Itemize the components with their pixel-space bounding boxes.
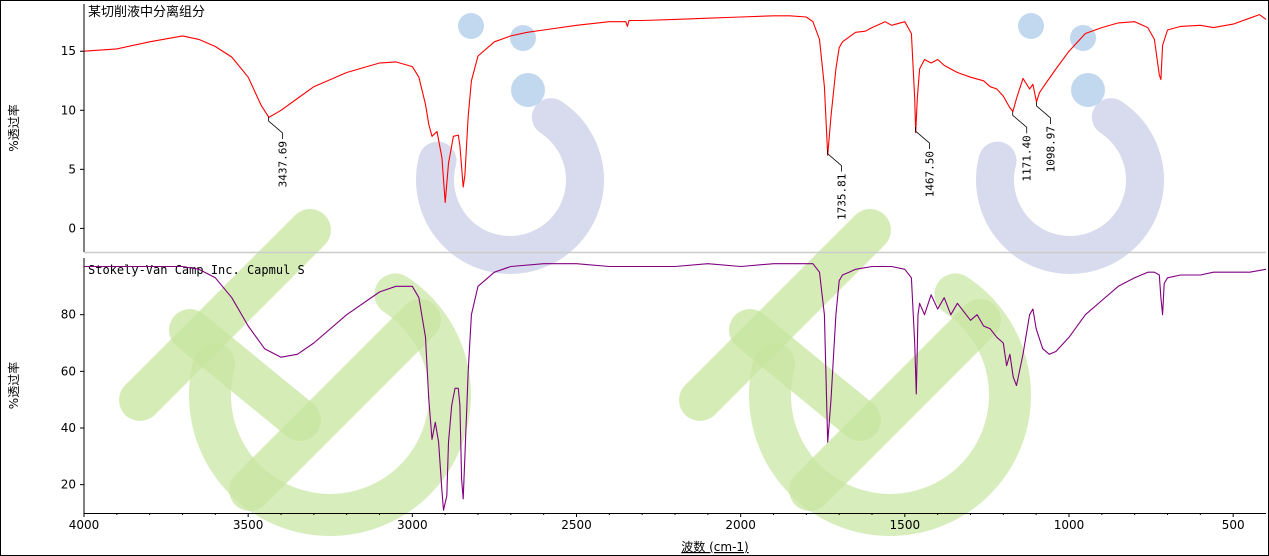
h-stroke-right bbox=[229, 299, 441, 511]
y-axis-label: %透过率 bbox=[6, 104, 21, 151]
watermark-dot-2 bbox=[511, 73, 545, 107]
watermark-dot-4 bbox=[1070, 25, 1096, 51]
x-tick-label: 500 bbox=[1222, 518, 1245, 532]
x-tick-label: 3500 bbox=[233, 518, 264, 532]
x-tick-label: 2500 bbox=[561, 518, 592, 532]
watermark-dot-0 bbox=[458, 13, 484, 39]
y-tick-label: 60 bbox=[61, 364, 76, 378]
x-tick-label: 3000 bbox=[397, 518, 428, 532]
watermark-c-green-left bbox=[189, 273, 471, 536]
watermark-h-right bbox=[679, 209, 1001, 511]
peak-label: 1467.50 bbox=[924, 151, 937, 197]
x-axis: 4000 3500 3000 2500 2000 1500 1000 500 波数 (cm-1) bbox=[69, 513, 1245, 554]
watermark-dot-5 bbox=[1071, 73, 1105, 107]
x-tick-label: 1500 bbox=[890, 518, 921, 532]
y-tick-label: 0 bbox=[68, 221, 76, 235]
spectrum-line-0 bbox=[84, 263, 1267, 511]
hcc-watermark bbox=[119, 13, 1164, 536]
x-tick-label: 2000 bbox=[725, 518, 756, 532]
peak-label: 1735.81 bbox=[835, 174, 848, 220]
peak-label: 1171.40 bbox=[1021, 135, 1034, 181]
y-tick-label: 40 bbox=[61, 421, 76, 435]
spectrum-line-0 bbox=[83, 14, 1267, 203]
x-tick-label: 4000 bbox=[69, 518, 100, 532]
y-tick-label: 20 bbox=[61, 478, 76, 492]
watermark-dot-1 bbox=[510, 25, 536, 51]
y-tick-label: 80 bbox=[61, 308, 76, 322]
h-stroke-left bbox=[119, 209, 331, 421]
top-panel: 0 5 10 15 %透过率 某切削液中分离组分 3437.69 1735.81 1467.50… bbox=[6, 4, 1267, 254]
y-axis-label: %透过率 bbox=[6, 362, 21, 409]
peak-leader bbox=[268, 117, 284, 140]
peak-label: 1098.97 bbox=[1045, 126, 1058, 172]
h-stroke-right bbox=[789, 299, 1001, 511]
y-tick-label: 10 bbox=[61, 103, 76, 117]
panel-title: Stokely-Van Camp Inc. Capmul S bbox=[88, 263, 305, 277]
x-tick-label: 1000 bbox=[1054, 518, 1085, 532]
peak-leader bbox=[915, 127, 930, 150]
y-tick-label: 5 bbox=[68, 162, 76, 176]
peak-label: 3437.69 bbox=[277, 141, 290, 187]
watermark-dot-3 bbox=[1018, 13, 1044, 39]
h-stroke-left bbox=[679, 209, 891, 421]
watermark-c-green-right bbox=[749, 273, 1031, 536]
watermark-c-blue-right bbox=[976, 98, 1164, 274]
y-tick-label: 15 bbox=[61, 44, 76, 58]
peak-leader bbox=[1036, 101, 1051, 124]
x-axis-label: 波数 (cm-1) bbox=[681, 539, 748, 554]
panel-title: 某切削液中分离组分 bbox=[88, 4, 205, 20]
peak-leader bbox=[1012, 111, 1028, 134]
peak-leader bbox=[827, 149, 842, 172]
watermark-c-blue-left bbox=[416, 98, 604, 274]
